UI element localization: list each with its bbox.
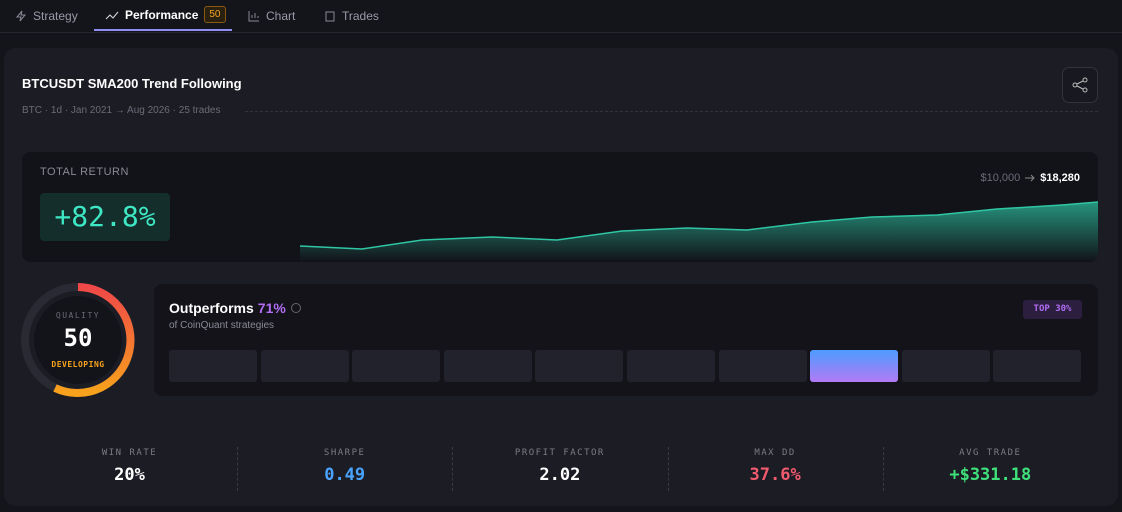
stat-label: MAX DD [754,448,796,458]
subtitle: BTC · 1d · Jan 2021 → Aug 2026 · 25 trad… [22,105,221,116]
tab[interactable]: Strategy [15,9,78,23]
tab-label: Trades [342,9,379,23]
start-capital: $10,000 [980,172,1021,184]
percentile-segment [352,350,441,382]
stat-separator [452,447,454,491]
info-icon[interactable] [290,302,302,314]
percentile-badge: TOP 30% [1023,300,1082,319]
stat-value: 0.49 [324,465,366,485]
panel [4,48,1118,506]
percentile-segment [718,350,807,382]
stat-separator [237,447,239,491]
percentile-heading: Outperforms 71% [169,300,302,316]
stat-value: 37.6% [749,465,801,485]
return-value: +82.8% [40,193,170,241]
tab[interactable]: Trades [324,9,379,23]
tab-label: Chart [266,9,296,23]
percentile-title: Outperforms [169,300,254,316]
tab-badge: 50 [204,6,226,23]
capital: $10,000 $18,280 [980,172,1080,184]
tab-divider [0,32,1122,33]
stat-label: PROFIT FACTOR [514,448,605,458]
quality-rating: DEVELOPING [51,360,105,369]
percentile-segment [810,350,899,382]
return-label: TOTAL RETURN [40,166,129,178]
icon [105,11,119,19]
percentile-segment [169,350,257,382]
icon [1072,77,1088,93]
icon [325,11,335,22]
percentile-segment [443,350,532,382]
icon [248,11,259,22]
stat-value: 20% [114,465,145,485]
stat-label: WIN RATE [101,448,158,458]
quality-score: 50 [63,324,93,352]
equity-curve [299,201,1098,262]
stat-value: +$331.18 [949,465,1032,485]
percentile-segment [627,350,715,382]
stat-separator [667,447,669,491]
percentile-segment [901,350,990,382]
divider [245,111,1098,112]
percentile-value: 71% [257,300,286,316]
share-button[interactable] [1062,67,1098,103]
tab[interactable]: Chart [248,9,295,23]
percentile-segment [993,350,1082,382]
stat-value: 2.02 [539,465,581,485]
tab-label: Strategy [33,9,78,23]
quality-gauge [21,283,135,397]
stat-label: AVG TRADE [959,448,1022,458]
percentile-subtitle: of CoinQuant strategies [169,320,275,331]
return-card: TOTAL RETURN +82.8% $10,000 $18,280 [22,152,1098,262]
percentile-segment [535,350,624,382]
tab-label: Performance [125,7,199,22]
stat-separator [882,447,884,491]
tab[interactable]: Performance 50 [105,6,226,23]
icon [15,10,27,22]
tab-underline [94,29,232,31]
end-capital: $18,280 [1040,172,1080,184]
percentile-segment [260,350,349,382]
stat-label: SHARPE [323,448,366,458]
title: BTCUSDT SMA200 Trend Following [22,76,242,91]
arrow [1025,174,1035,182]
quality-label: QUALITY [55,311,101,320]
